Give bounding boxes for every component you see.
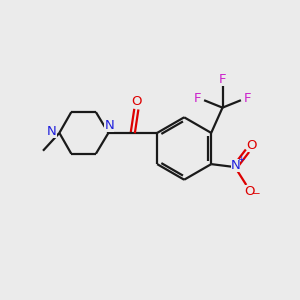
Text: O: O (244, 185, 255, 198)
Text: N: N (47, 125, 57, 138)
Text: N: N (104, 119, 114, 132)
Text: +: + (237, 155, 245, 164)
Text: −: − (251, 189, 260, 200)
Text: F: F (244, 92, 251, 105)
Text: F: F (219, 73, 226, 86)
Text: N: N (231, 159, 241, 172)
Text: O: O (132, 95, 142, 109)
Text: F: F (194, 92, 201, 105)
Text: O: O (247, 139, 257, 152)
